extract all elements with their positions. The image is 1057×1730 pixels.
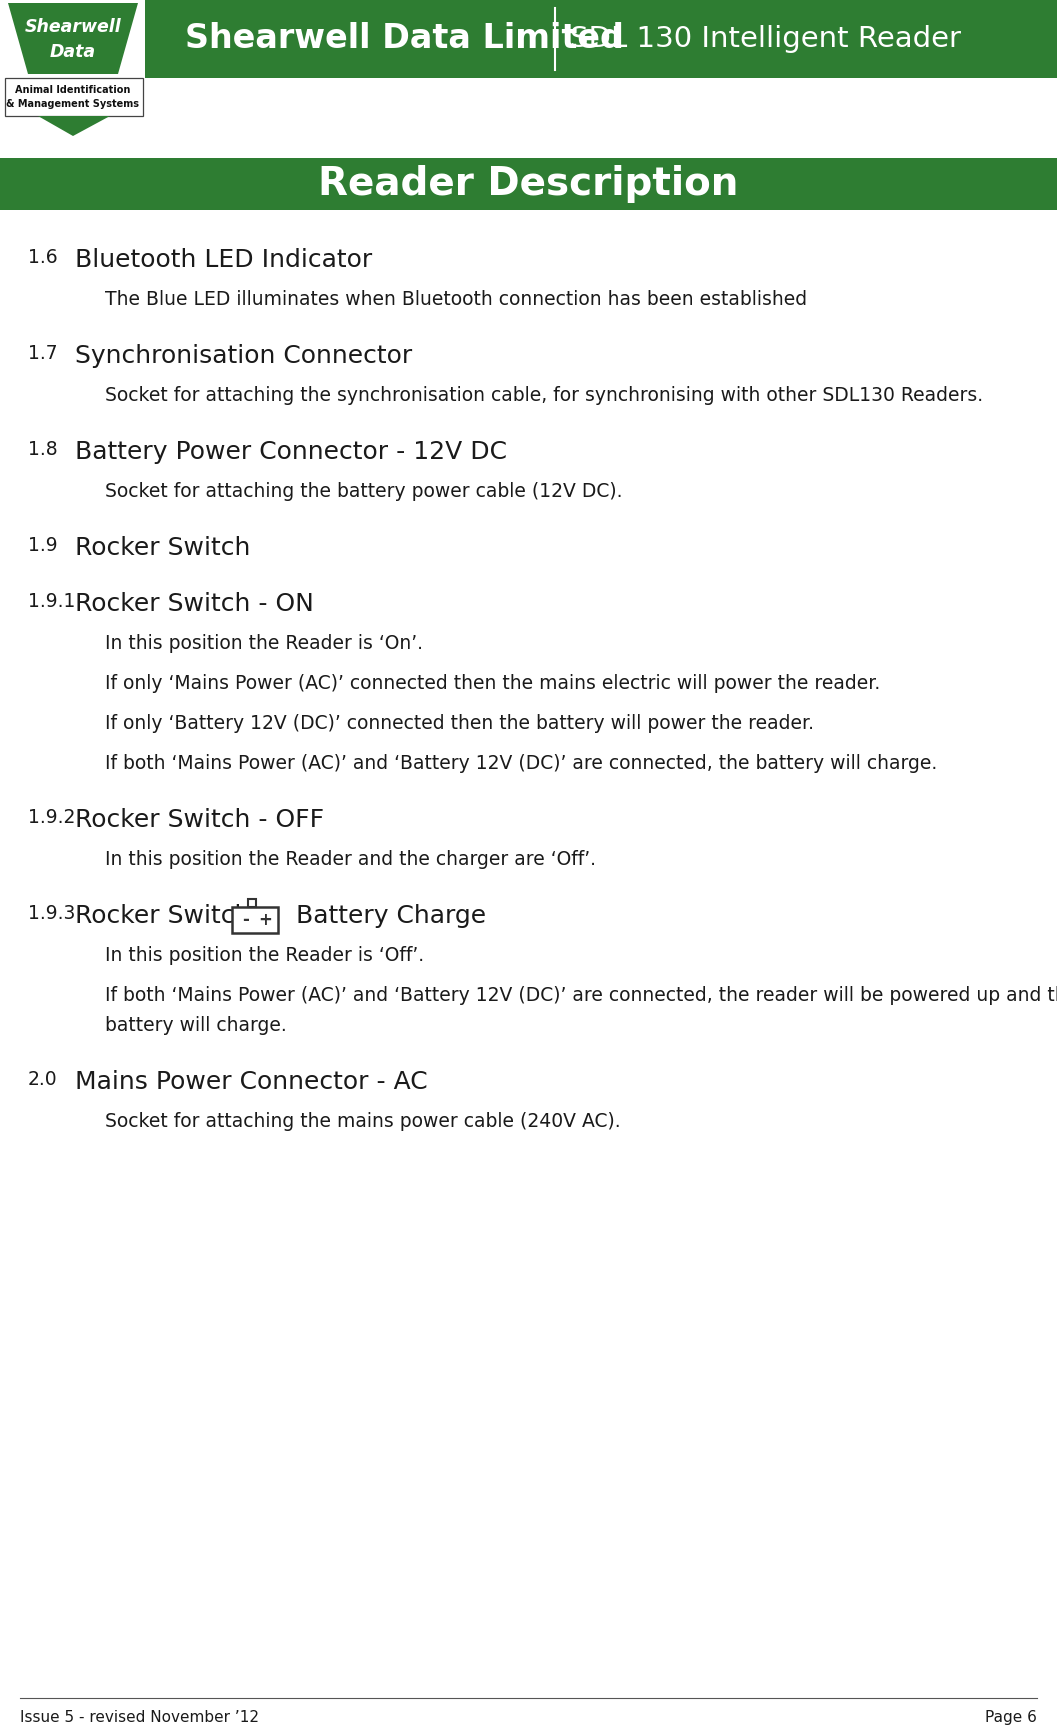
Text: Shearwell: Shearwell	[24, 17, 122, 36]
Text: battery will charge.: battery will charge.	[105, 1016, 286, 1035]
Polygon shape	[8, 3, 138, 74]
Text: Rocker Switch -: Rocker Switch -	[75, 905, 267, 927]
Polygon shape	[38, 116, 110, 137]
Text: Animal Identification: Animal Identification	[15, 85, 131, 95]
Text: 1.9.2: 1.9.2	[27, 808, 75, 827]
Text: Reader Description: Reader Description	[318, 164, 738, 202]
Text: If only ‘Mains Power (AC)’ connected then the mains electric will power the read: If only ‘Mains Power (AC)’ connected the…	[105, 675, 880, 694]
Text: The Blue LED illuminates when Bluetooth connection has been established: The Blue LED illuminates when Bluetooth …	[105, 291, 808, 310]
Text: 1.9.3: 1.9.3	[27, 905, 75, 924]
Text: Shearwell Data Limited: Shearwell Data Limited	[185, 22, 624, 55]
Text: 2.0: 2.0	[27, 1069, 58, 1088]
Text: Socket for attaching the mains power cable (240V AC).: Socket for attaching the mains power cab…	[105, 1112, 620, 1131]
Text: & Management Systems: & Management Systems	[6, 99, 140, 109]
Text: In this position the Reader is ‘On’.: In this position the Reader is ‘On’.	[105, 633, 423, 652]
Text: 1.7: 1.7	[27, 344, 58, 363]
Text: Battery Power Connector - 12V DC: Battery Power Connector - 12V DC	[75, 439, 507, 464]
Text: Bluetooth LED Indicator: Bluetooth LED Indicator	[75, 247, 372, 272]
Text: Rocker Switch: Rocker Switch	[75, 536, 251, 561]
Text: +: +	[258, 912, 272, 929]
Bar	[248, 900, 256, 907]
Text: If only ‘Battery 12V (DC)’ connected then the battery will power the reader.: If only ‘Battery 12V (DC)’ connected the…	[105, 714, 814, 734]
Text: Mains Power Connector - AC: Mains Power Connector - AC	[75, 1069, 428, 1093]
Text: Issue 5 - revised November ’12: Issue 5 - revised November ’12	[20, 1709, 259, 1725]
Text: 1.6: 1.6	[27, 247, 58, 266]
Bar	[231, 907, 278, 932]
Bar	[0, 157, 1057, 209]
Text: -: -	[242, 912, 249, 929]
Text: In this position the Reader is ‘Off’.: In this position the Reader is ‘Off’.	[105, 946, 424, 965]
Text: In this position the Reader and the charger are ‘Off’.: In this position the Reader and the char…	[105, 849, 596, 868]
Bar	[0, 0, 145, 78]
Text: Synchronisation Connector: Synchronisation Connector	[75, 344, 412, 368]
Bar	[145, 0, 1057, 78]
Text: Socket for attaching the battery power cable (12V DC).: Socket for attaching the battery power c…	[105, 483, 623, 502]
Bar	[5, 78, 143, 116]
Text: Page 6: Page 6	[985, 1709, 1037, 1725]
Text: Battery Charge: Battery Charge	[296, 905, 486, 927]
Text: Socket for attaching the synchronisation cable, for synchronising with other SDL: Socket for attaching the synchronisation…	[105, 386, 983, 405]
Text: SDL 130 Intelligent Reader: SDL 130 Intelligent Reader	[570, 24, 961, 54]
Text: If both ‘Mains Power (AC)’ and ‘Battery 12V (DC)’ are connected, the reader will: If both ‘Mains Power (AC)’ and ‘Battery …	[105, 986, 1057, 1005]
Text: Rocker Switch - OFF: Rocker Switch - OFF	[75, 808, 324, 832]
Text: Rocker Switch - ON: Rocker Switch - ON	[75, 592, 314, 616]
Text: 1.9.1: 1.9.1	[27, 592, 75, 611]
Text: 1.8: 1.8	[27, 439, 58, 458]
Text: 1.9: 1.9	[27, 536, 58, 555]
Text: Data: Data	[50, 43, 96, 61]
Text: If both ‘Mains Power (AC)’ and ‘Battery 12V (DC)’ are connected, the battery wil: If both ‘Mains Power (AC)’ and ‘Battery …	[105, 754, 938, 773]
